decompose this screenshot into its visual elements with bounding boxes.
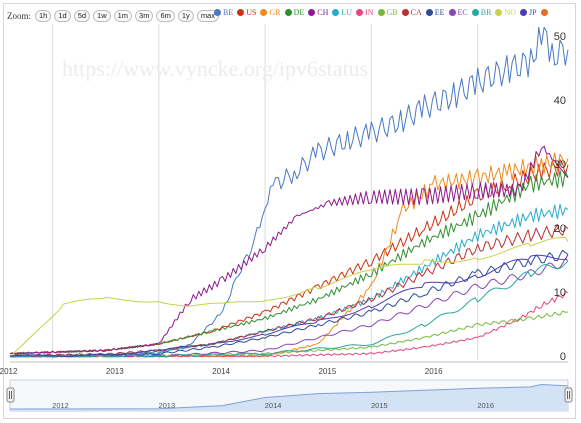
- legend-label: EC: [457, 8, 468, 17]
- legend-dot: [260, 9, 268, 16]
- legend-label: GB: [386, 8, 398, 17]
- legend-dot: [401, 9, 409, 16]
- navigator-right-handle[interactable]: [564, 387, 573, 403]
- legend-label: US: [246, 8, 257, 17]
- series-line-US: [9, 159, 569, 355]
- legend-item-DE[interactable]: DE: [284, 8, 305, 17]
- legend-dot: [377, 9, 385, 16]
- legend-label: CH: [317, 8, 329, 17]
- legend-dot: [425, 9, 433, 16]
- zoom-max-button[interactable]: max: [196, 10, 219, 22]
- zoom-1h-button[interactable]: 1h: [35, 10, 52, 22]
- navigator-left-handle[interactable]: [6, 387, 15, 403]
- series-line-GB: [10, 310, 569, 358]
- series-line-BR: [10, 260, 569, 358]
- series-line-LU: [9, 203, 569, 357]
- navigator-tick-label-2016: 2016: [477, 401, 494, 410]
- legend-label: EE: [434, 8, 445, 17]
- legend-dot: [448, 9, 456, 16]
- legend-item-CA[interactable]: CA: [401, 8, 422, 17]
- zoom-1m-button[interactable]: 1m: [113, 10, 133, 22]
- series-line-GR: [9, 152, 569, 358]
- zoom-5d-button[interactable]: 5d: [73, 10, 91, 22]
- legend-dot: [237, 9, 245, 16]
- zoom-1d-button[interactable]: 1d: [54, 10, 71, 22]
- legend-label: JP: [529, 8, 537, 17]
- legend-label: LU: [341, 8, 353, 17]
- y-tick-label-0: 0: [560, 351, 566, 363]
- legend-item-BR[interactable]: BR: [471, 8, 492, 17]
- legend-label: BR: [480, 8, 492, 17]
- navigator-line: [9, 383, 569, 410]
- series-line-NO: [9, 236, 569, 358]
- legend-item-GR[interactable]: GR: [260, 8, 281, 17]
- navigator-tick-label-2015: 2015: [371, 401, 388, 410]
- handle-grip: [564, 387, 573, 403]
- zoom-3m-button[interactable]: 3m: [135, 10, 154, 22]
- navigator-area: [10, 384, 568, 411]
- legend-item-LU[interactable]: LU: [332, 8, 352, 17]
- legend-overflow-dot[interactable]: [540, 9, 548, 16]
- legend-item-JP[interactable]: JP: [520, 8, 537, 17]
- series-line-CH: [9, 145, 569, 355]
- series-line-EE: [10, 249, 569, 358]
- legend-item-CH[interactable]: CH: [308, 8, 328, 17]
- legend-item-GB[interactable]: GB: [377, 8, 398, 17]
- navigator-tick-label-2013: 2013: [158, 401, 175, 410]
- zoom-1w-button[interactable]: 1w: [93, 10, 111, 22]
- x-tick-label-2012: 2012: [0, 367, 18, 376]
- x-tick-label-2015: 2015: [318, 367, 336, 376]
- zoom-toolbar: Zoom: 1h 1d 5d 1w 1m 3m 6m 1y max: [7, 9, 222, 23]
- legend-item-US[interactable]: US: [237, 8, 256, 17]
- zoom-6m-button[interactable]: 6m: [156, 10, 175, 22]
- legend-dot: [520, 9, 528, 16]
- y-tick-label-20: 20: [554, 223, 566, 235]
- legend-label: BE: [223, 8, 234, 17]
- handle-grip: [6, 387, 15, 403]
- legend-label: DE: [293, 8, 305, 17]
- x-tick-label-2016: 2016: [425, 367, 443, 376]
- legend-item-EC[interactable]: EC: [448, 8, 468, 17]
- zoom-label: Zoom:: [7, 11, 31, 21]
- watermark-text: https://www.vyncke.org/ipv6status: [62, 56, 368, 81]
- x-tick-label-2014: 2014: [212, 367, 230, 376]
- series-line-DE: [9, 169, 569, 355]
- legend-label: CA: [410, 8, 422, 17]
- legend-label: GR: [269, 8, 281, 17]
- legend-item-EE[interactable]: EE: [425, 8, 445, 17]
- zoom-1y-button[interactable]: 1y: [177, 10, 194, 22]
- y-tick-label-40: 40: [554, 95, 566, 107]
- chart-frame: [3, 3, 576, 419]
- chart-legend: BE US GR DE CH LU IN GB CA EE EC BR NO JP: [214, 8, 550, 17]
- navigator-tick-label-2014: 2014: [265, 401, 282, 410]
- navigator-tick-label-2012: 2012: [52, 401, 69, 410]
- y-tick-label-50: 50: [554, 31, 566, 43]
- legend-dot: [284, 9, 292, 16]
- y-tick-label-10: 10: [554, 287, 566, 299]
- legend-dot: [495, 9, 503, 16]
- series-line-JP: [9, 254, 569, 357]
- legend-dot: [356, 9, 364, 16]
- legend-dot: [332, 9, 340, 16]
- legend-item-NO[interactable]: NO: [495, 8, 516, 17]
- legend-item-BE[interactable]: BE: [214, 8, 233, 17]
- x-tick-label-2013: 2013: [106, 367, 124, 376]
- legend-label: NO: [504, 8, 517, 17]
- legend-dot: [308, 9, 316, 16]
- y-tick-label-30: 30: [554, 159, 566, 171]
- legend-label: IN: [365, 8, 374, 17]
- legend-dot: [471, 9, 479, 16]
- series-line-CA: [9, 224, 569, 357]
- legend-dot: [214, 9, 221, 16]
- legend-item-IN[interactable]: IN: [356, 8, 374, 17]
